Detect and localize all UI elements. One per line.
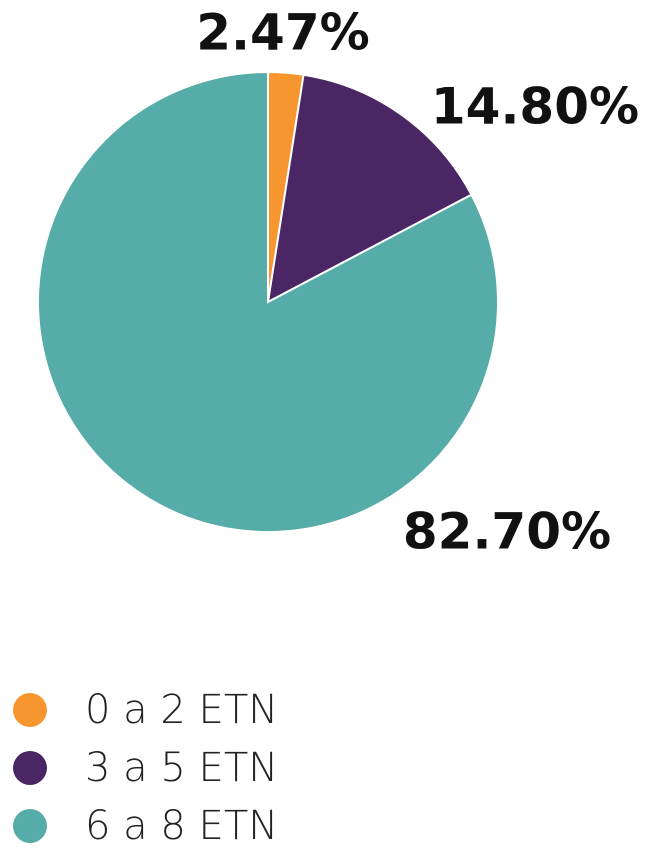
legend-marker [13,693,47,727]
pie-slice [37,70,499,533]
value-label: 82.70% [403,503,611,561]
legend-label: 0 a 2 ETN [85,687,278,733]
value-label: 14.80% [431,78,639,136]
pie-slice [266,73,473,304]
legend-label: 6 a 8 ETN [85,803,278,848]
legend-label: 3 a 5 ETN [85,745,278,791]
legend-marker [13,751,47,785]
value-label: 2.47% [196,4,369,62]
legend-marker [13,809,47,843]
